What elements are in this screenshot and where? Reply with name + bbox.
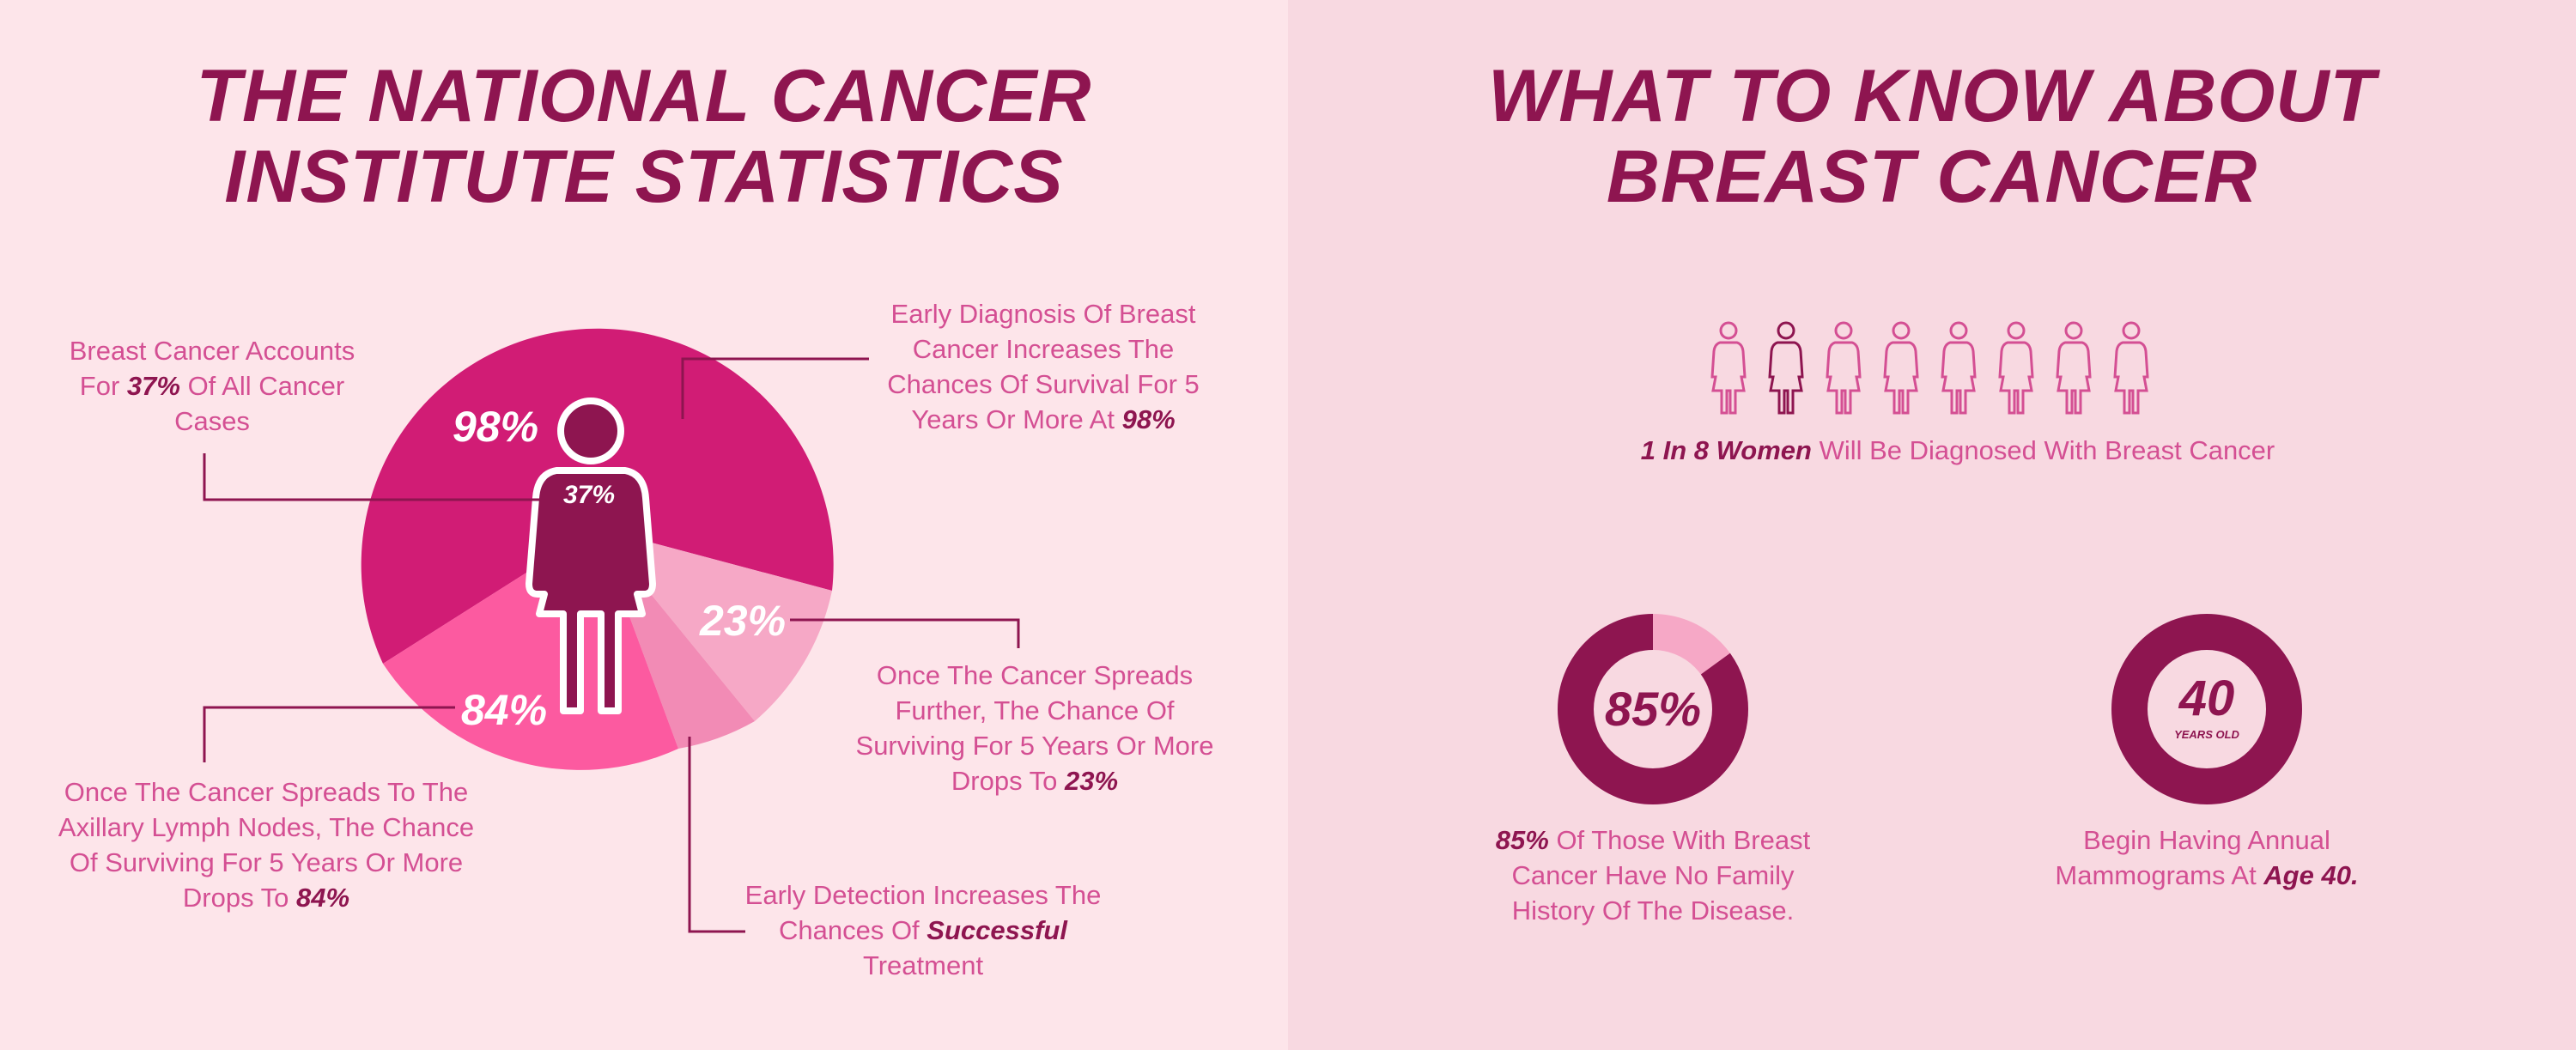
pie-slice-23: [597, 528, 832, 721]
callout-accounts: Breast Cancer Accounts For 37% Of All Ca…: [69, 336, 355, 436]
woman-icon: [1998, 321, 2034, 415]
woman-icon: [2056, 321, 2092, 415]
left-title-line1: THE NATIONAL CANCER: [196, 55, 1092, 137]
right-panel: WHAT TO KNOW ABOUT BREAST CANCER 1 In 8 …: [1288, 0, 2576, 1050]
woman-icon: [1941, 321, 1977, 415]
right-title-line2: BREAST CANCER: [1606, 136, 2258, 218]
ring-40-value: 40: [2178, 671, 2235, 726]
right-title: WHAT TO KNOW ABOUT BREAST CANCER: [1288, 56, 2576, 217]
ring-85-caption: 85% Of Those With Breast Cancer Have No …: [1495, 825, 1811, 926]
callout-spreads-further: Once The Cancer Spreads Further, The Cha…: [855, 660, 1214, 796]
right-graphics: [1558, 321, 2302, 804]
line-lymph: [203, 706, 455, 762]
pie-chart-graphic: [203, 328, 1020, 933]
left-title-line2: INSTITUTE STATISTICS: [224, 136, 1064, 218]
pie-label-23: 23%: [700, 597, 787, 645]
ring-40-fill: [2111, 614, 2302, 804]
callout-early-diagnosis: Early Diagnosis Of Breast Cancer Increas…: [887, 299, 1200, 434]
pie-label-37: 37%: [563, 481, 616, 509]
callout-detection: Early Detection Increases The Chances Of…: [744, 880, 1102, 980]
ring-40-sub: YEARS OLD: [2174, 728, 2239, 741]
ring-40-chart: [2111, 614, 2302, 804]
ring-85-fill: [1558, 614, 1748, 804]
woman-icon: [1768, 321, 1804, 415]
woman-icon: [1826, 321, 1862, 415]
woman-icon: [2113, 321, 2149, 415]
pie-label-84: 84%: [461, 686, 548, 734]
line-early-diagnosis: [681, 357, 869, 419]
right-title-line1: WHAT TO KNOW ABOUT: [1488, 55, 2376, 137]
woman-icon: [1710, 321, 1747, 415]
callout-lines: [203, 357, 1020, 933]
women-row-icons: [1710, 321, 2149, 415]
woman-icon: [1883, 321, 1919, 415]
left-title: THE NATIONAL CANCER INSTITUTE STATISTICS: [0, 56, 1288, 217]
ring-40-caption: Begin Having Annual Mammograms At Age 40…: [2055, 825, 2359, 890]
line-accounts: [203, 453, 567, 501]
callout-lymph: Once The Cancer Spreads To The Axillary …: [58, 777, 475, 913]
line-spreads-further: [790, 618, 1020, 648]
line-detection: [688, 737, 745, 933]
pie-label-98: 98%: [453, 403, 539, 451]
ring-85-chart: [1558, 614, 1748, 804]
women-caption: 1 In 8 Women Will Be Diagnosed With Brea…: [1640, 435, 2275, 465]
left-panel: THE NATIONAL CANCER INSTITUTE STATISTICS…: [0, 56, 1288, 980]
woman-figure-icon: [526, 398, 656, 714]
ring-85-value: 85%: [1604, 682, 1702, 736]
